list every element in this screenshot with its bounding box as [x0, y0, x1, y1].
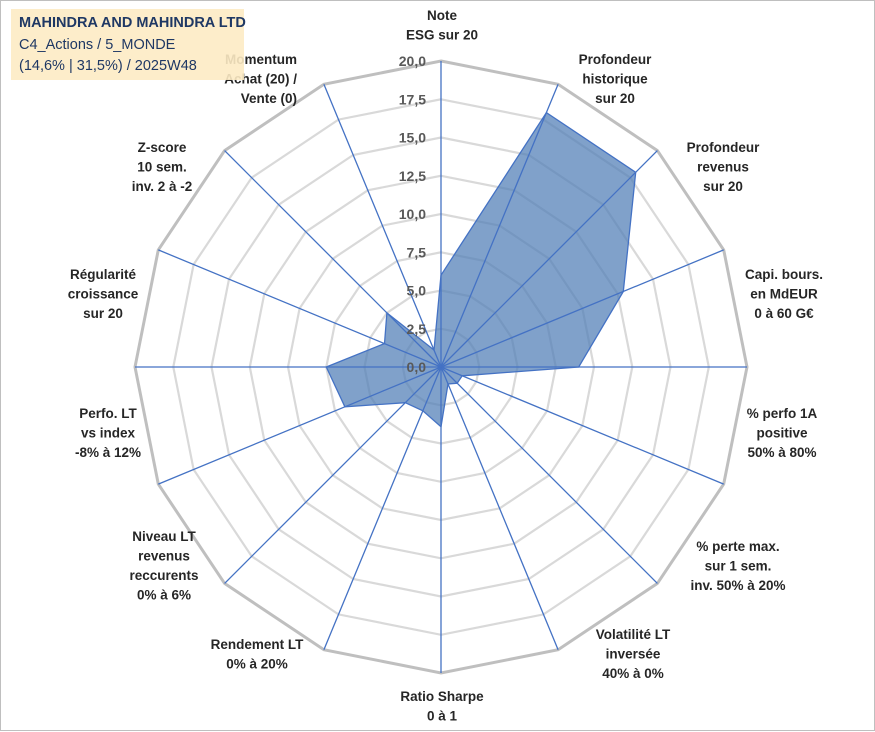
radar-spoke [323, 366, 442, 650]
radar-spoke [158, 366, 442, 485]
axis-label: % perfo 1A positive 50% à 80% [747, 406, 818, 460]
chart-title-category: C4_Actions / 5_MONDE [19, 36, 176, 53]
radar-spoke [158, 249, 442, 368]
axis-label: Capi. bours. en MdEUR 0 à 60 G€ [745, 267, 823, 321]
radar-spoke [440, 84, 559, 368]
radial-tick-label: 10,0 [399, 206, 426, 222]
radial-tick-label: 2,5 [407, 321, 427, 337]
radar-spoke [440, 366, 559, 650]
radial-tick-label: 0,0 [407, 359, 427, 375]
axis-label: Profondeur historique sur 20 [579, 52, 652, 106]
axis-labels: Note ESG sur 20 Profondeur historique sur 20… [68, 8, 823, 724]
radar-spoke [440, 150, 658, 368]
axis-label: Profondeur revenus sur 20 [687, 140, 760, 194]
radial-tick-label: 7,5 [407, 244, 427, 260]
radial-tick-labels: 0,0 2,5 5,0 7,5 10,0 12,5 15,0 17,5 20,0 [399, 53, 426, 375]
radar-spoke [323, 84, 442, 368]
axis-label: Rendement LT 0% à 20% [211, 637, 305, 672]
chart-title-box: MAHINDRA AND MAHINDRA LTD C4_Actions / 5… [11, 9, 246, 80]
chart-title-stats: (14,6% | 31,5%) / 2025W48 [19, 58, 197, 74]
axis-label: Niveau LT revenus reccurents 0% à 6% [129, 529, 198, 603]
chart-title-company: MAHINDRA AND MAHINDRA LTD [19, 15, 246, 31]
radial-tick-label: 17,5 [399, 91, 426, 107]
radial-tick-label: 20,0 [399, 53, 426, 69]
axis-label: Volatilité LT inversée 40% à 0% [596, 627, 671, 681]
axis-label: Régularité croissance sur 20 [68, 267, 139, 321]
axis-label: Z-score 10 sem. inv. 2 à -2 [132, 140, 193, 194]
axis-label: Perfo. LT vs index -8% à 12% [75, 406, 141, 460]
axis-label: Note ESG sur 20 [406, 8, 478, 43]
axis-label: Ratio Sharpe 0 à 1 [400, 689, 484, 724]
radial-tick-label: 5,0 [407, 283, 427, 299]
radar-spokes [135, 61, 747, 673]
radial-tick-label: 12,5 [399, 168, 426, 184]
radar-spoke [224, 366, 442, 584]
radar-spoke [440, 249, 724, 368]
radar-spoke [440, 366, 658, 584]
radial-tick-label: 15,0 [399, 130, 426, 146]
radar-spoke [440, 366, 724, 485]
axis-label: % perte max. sur 1 sem. inv. 50% à 20% [690, 539, 785, 593]
radar-spoke [224, 150, 442, 368]
